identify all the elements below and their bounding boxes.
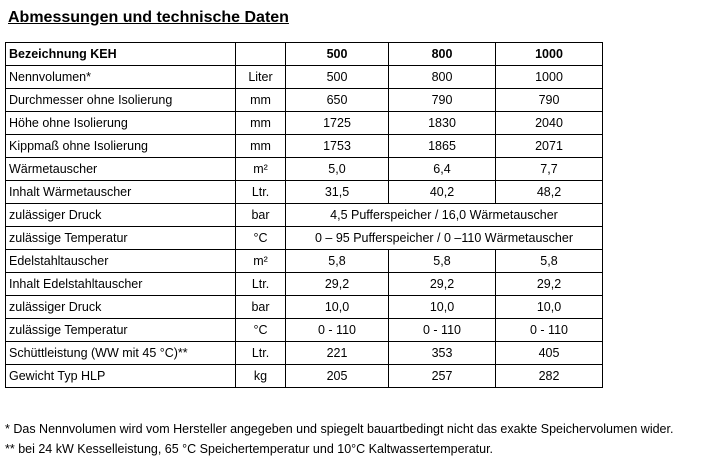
row-value-800: 40,2: [388, 180, 496, 204]
table-row: Edelstahltauscher m² 5,8 5,8 5,8: [5, 249, 603, 273]
row-span-value: 4,5 Pufferspeicher / 16,0 Wärmetauscher: [285, 203, 603, 227]
spec-table-body: Bezeichnung KEH 500 800 1000 Nennvolumen…: [5, 42, 603, 388]
row-value-800: 353: [388, 341, 496, 365]
row-value-800: 800: [388, 65, 496, 89]
row-value-500: 0 - 110: [285, 318, 389, 342]
row-value-1000: 282: [495, 364, 603, 388]
row-value-500: 650: [285, 88, 389, 112]
header-cell-1000: 1000: [495, 42, 603, 66]
table-row: zulässiger Druck bar 4,5 Pufferspeicher / …: [5, 203, 603, 227]
table-row: Durchmesser ohne Isolierung mm 650 790 790: [5, 88, 603, 112]
header-cell-unit: [235, 42, 286, 66]
table-row: zulässiger Druck bar 10,0 10,0 10,0: [5, 295, 603, 319]
row-label: zulässige Temperatur: [5, 226, 236, 250]
row-label: zulässiger Druck: [5, 203, 236, 227]
row-span-value: 0 – 95 Pufferspeicher / 0 –110 Wärmetaus…: [285, 226, 603, 250]
row-unit: mm: [235, 88, 286, 112]
table-row: zulässige Temperatur °C 0 – 95 Pufferspeic…: [5, 226, 603, 250]
row-value-800: 1830: [388, 111, 496, 135]
table-row: Nennvolumen* Liter 500 800 1000: [5, 65, 603, 89]
row-value-500: 221: [285, 341, 389, 365]
row-unit: bar: [235, 295, 286, 319]
table-row: Schüttleistung (WW mit 45 °C)** Ltr. 221 35…: [5, 341, 603, 365]
row-value-800: 257: [388, 364, 496, 388]
table-row: zulässige Temperatur °C 0 - 110 0 - 110 0 - …: [5, 318, 603, 342]
header-cell-800: 800: [388, 42, 496, 66]
row-label: Wärmetauscher: [5, 157, 236, 181]
page-title: Abmessungen und technische Daten: [8, 9, 289, 26]
footnote-1: * Das Nennvolumen wird vom Hersteller an…: [5, 422, 674, 436]
row-unit: bar: [235, 203, 286, 227]
row-value-500: 5,0: [285, 157, 389, 181]
row-unit: m²: [235, 249, 286, 273]
row-value-500: 29,2: [285, 272, 389, 296]
header-cell-500: 500: [285, 42, 389, 66]
row-label: Inhalt Edelstahltauscher: [5, 272, 236, 296]
row-value-500: 205: [285, 364, 389, 388]
row-label: Durchmesser ohne Isolierung: [5, 88, 236, 112]
row-value-800: 0 - 110: [388, 318, 496, 342]
row-value-1000: 405: [495, 341, 603, 365]
row-unit: mm: [235, 134, 286, 158]
row-value-1000: 48,2: [495, 180, 603, 204]
row-value-500: 31,5: [285, 180, 389, 204]
row-value-1000: 7,7: [495, 157, 603, 181]
row-value-800: 29,2: [388, 272, 496, 296]
row-value-1000: 0 - 110: [495, 318, 603, 342]
row-label: Kippmaß ohne Isolierung: [5, 134, 236, 158]
row-label: zulässige Temperatur: [5, 318, 236, 342]
header-cell-name: Bezeichnung KEH: [5, 42, 236, 66]
table-row: Höhe ohne Isolierung mm 1725 1830 2040: [5, 111, 603, 135]
table-row: Gewicht Typ HLP kg 205 257 282: [5, 364, 603, 388]
row-label: Schüttleistung (WW mit 45 °C)**: [5, 341, 236, 365]
row-value-500: 500: [285, 65, 389, 89]
row-unit: °C: [235, 226, 286, 250]
footnotes: * Das Nennvolumen wird vom Hersteller an…: [5, 419, 673, 459]
row-value-500: 10,0: [285, 295, 389, 319]
row-value-500: 1725: [285, 111, 389, 135]
table-header-row: Bezeichnung KEH 500 800 1000: [5, 42, 603, 66]
row-label: zulässiger Druck: [5, 295, 236, 319]
table-row: Kippmaß ohne Isolierung mm 1753 1865 2071: [5, 134, 603, 158]
row-value-800: 6,4: [388, 157, 496, 181]
row-value-800: 790: [388, 88, 496, 112]
spec-table: Bezeichnung KEH 500 800 1000 Nennvolumen…: [5, 42, 603, 388]
row-unit: mm: [235, 111, 286, 135]
row-value-1000: 2040: [495, 111, 603, 135]
row-unit: °C: [235, 318, 286, 342]
table-row: Wärmetauscher m² 5,0 6,4 7,7: [5, 157, 603, 181]
row-unit: kg: [235, 364, 286, 388]
table-row: Inhalt Edelstahltauscher Ltr. 29,2 29,2 29,2: [5, 272, 603, 296]
footnote-2: ** bei 24 kW Kesselleistung, 65 °C Speic…: [5, 442, 494, 456]
row-value-1000: 10,0: [495, 295, 603, 319]
row-value-1000: 790: [495, 88, 603, 112]
row-value-800: 5,8: [388, 249, 496, 273]
row-label: Nennvolumen*: [5, 65, 236, 89]
row-unit: Ltr.: [235, 180, 286, 204]
row-unit: Ltr.: [235, 341, 286, 365]
row-value-1000: 29,2: [495, 272, 603, 296]
row-label: Gewicht Typ HLP: [5, 364, 236, 388]
row-label: Edelstahltauscher: [5, 249, 236, 273]
row-value-800: 1865: [388, 134, 496, 158]
row-value-1000: 1000: [495, 65, 603, 89]
row-unit: m²: [235, 157, 286, 181]
row-value-800: 10,0: [388, 295, 496, 319]
row-label: Inhalt Wärmetauscher: [5, 180, 236, 204]
row-unit: Ltr.: [235, 272, 286, 296]
row-value-500: 1753: [285, 134, 389, 158]
row-unit: Liter: [235, 65, 286, 89]
row-label: Höhe ohne Isolierung: [5, 111, 236, 135]
row-value-500: 5,8: [285, 249, 389, 273]
row-value-1000: 5,8: [495, 249, 603, 273]
table-row: Inhalt Wärmetauscher Ltr. 31,5 40,2 48,2: [5, 180, 603, 204]
row-value-1000: 2071: [495, 134, 603, 158]
